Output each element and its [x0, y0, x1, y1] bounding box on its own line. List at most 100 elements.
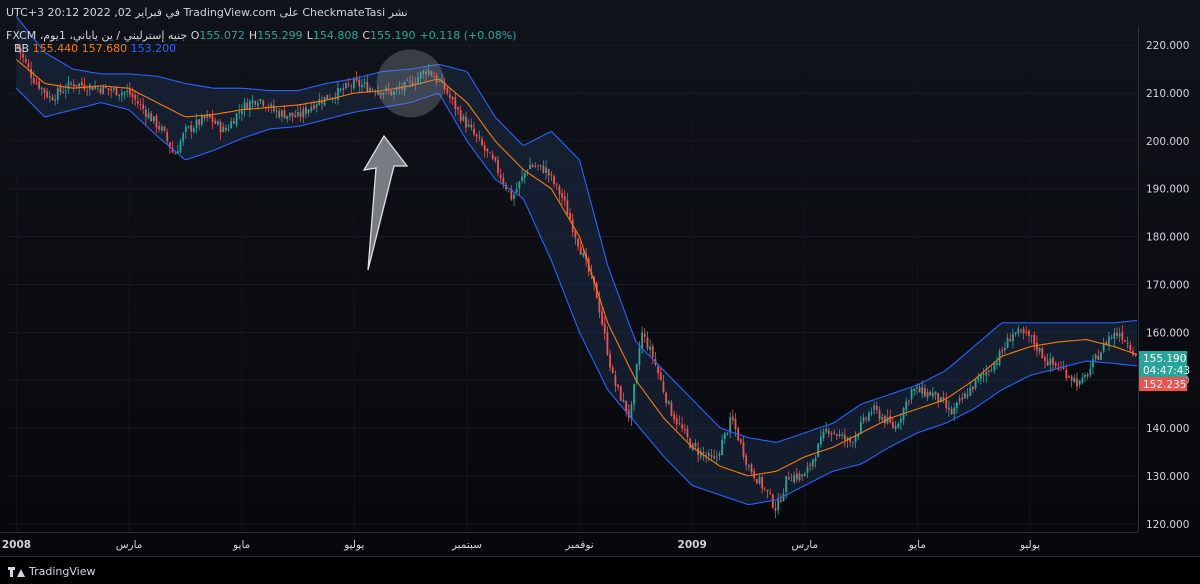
candle-body: [281, 110, 283, 117]
candle-body: [953, 407, 956, 415]
candle-body: [891, 421, 894, 428]
candle-body: [1025, 331, 1028, 333]
candle-body: [678, 422, 681, 424]
candle-body: [112, 88, 115, 90]
bb-label: BB: [14, 42, 30, 55]
candle-body: [905, 401, 908, 410]
candle-body: [136, 101, 139, 104]
candle-body: [547, 169, 550, 176]
candle-body: [1020, 330, 1022, 332]
candle-body: [806, 466, 809, 473]
candle-body: [286, 115, 289, 120]
candle-body: [534, 166, 537, 167]
candle-body: [886, 416, 889, 424]
candle-body: [667, 401, 670, 404]
candle-body: [622, 399, 625, 402]
countdown-value: 04:47:43: [1143, 365, 1190, 377]
candle-body: [633, 383, 635, 405]
candle-body: [192, 128, 195, 133]
candle-body: [16, 44, 19, 48]
candle-body: [406, 79, 409, 81]
symbol-legend[interactable]: جنيه إسترليني / ين ياباني، 1يوم، FXCM O1…: [6, 29, 520, 42]
candle-body: [921, 386, 924, 395]
candle-body: [859, 421, 862, 434]
candle-body: [910, 389, 913, 400]
candle-body: [1076, 378, 1078, 387]
bb-legend[interactable]: BB 155.440 157.680 153.200: [14, 42, 176, 55]
candle-body: [574, 230, 577, 238]
candle-body: [411, 81, 414, 86]
price-axis[interactable]: [1139, 26, 1200, 530]
candle-body: [835, 434, 838, 436]
candle-body: [232, 121, 235, 124]
candle-body: [710, 454, 713, 457]
candle-body: [513, 194, 515, 199]
candle-body: [1033, 334, 1036, 345]
candle-body: [305, 107, 307, 114]
candle-body: [1030, 335, 1033, 337]
candle-body: [347, 84, 350, 85]
candle-body: [262, 100, 265, 107]
candle-body: [1102, 342, 1105, 352]
candle-body: [619, 386, 622, 401]
candle-body: [854, 435, 857, 443]
time-tick-label: سبتمبر: [451, 539, 482, 551]
candle-body: [830, 433, 833, 435]
candle-body: [763, 487, 766, 489]
candle-body: [1022, 328, 1025, 334]
candle-body: [40, 87, 43, 90]
candle-body: [30, 68, 33, 78]
candle-body: [473, 128, 475, 135]
candle-body: [561, 193, 563, 198]
candle-body: [569, 212, 571, 220]
candle-body: [662, 381, 665, 393]
candle-body: [950, 408, 953, 415]
candle-body: [681, 424, 684, 429]
candle-body: [750, 464, 753, 473]
candle-body: [48, 96, 51, 98]
candle-body: [150, 113, 153, 122]
tradingview-logo[interactable]: TradingView: [8, 565, 95, 578]
candle-body: [123, 91, 126, 93]
candle-body: [539, 164, 542, 166]
candle-body: [1078, 380, 1081, 385]
candle-body: [430, 71, 433, 76]
candle-body: [651, 346, 654, 358]
candle-body: [878, 410, 881, 420]
candle-body: [1017, 328, 1020, 334]
price-tick-label: 130.000: [1146, 471, 1189, 483]
candle-body: [825, 428, 828, 432]
candle-body: [499, 174, 502, 179]
candle-body: [377, 91, 379, 95]
candle-body: [163, 126, 166, 131]
candle-body: [774, 508, 777, 511]
candle-body: [542, 165, 545, 173]
lower-price-value: 152.235: [1143, 379, 1186, 391]
candle-body: [1036, 342, 1038, 351]
candle-body: [966, 394, 969, 397]
price-tick-label: 140.000: [1146, 423, 1189, 435]
candle-body: [785, 476, 788, 493]
candle-body: [683, 429, 686, 431]
lower-price-tag: 152.235: [1139, 377, 1187, 391]
candle-body: [438, 80, 441, 82]
candle-body: [875, 406, 878, 410]
candle-body: [19, 47, 22, 54]
candle-body: [945, 399, 948, 409]
candle-body: [278, 111, 281, 118]
candle-body: [601, 311, 603, 325]
candle-body: [409, 80, 411, 82]
candle-body: [915, 387, 918, 389]
candle-body: [1012, 334, 1014, 342]
candle-body: [1100, 352, 1102, 361]
candle-body: [134, 95, 137, 100]
candle-body: [51, 97, 54, 101]
candle-body: [494, 157, 497, 161]
candle-body: [246, 102, 249, 110]
candle-body: [502, 178, 505, 184]
candle-body: [350, 85, 353, 87]
ohlc-values: O155.072 H155.299 L154.808 C155.190 +0.118 (…: [191, 29, 521, 42]
candle-body: [1126, 343, 1129, 344]
